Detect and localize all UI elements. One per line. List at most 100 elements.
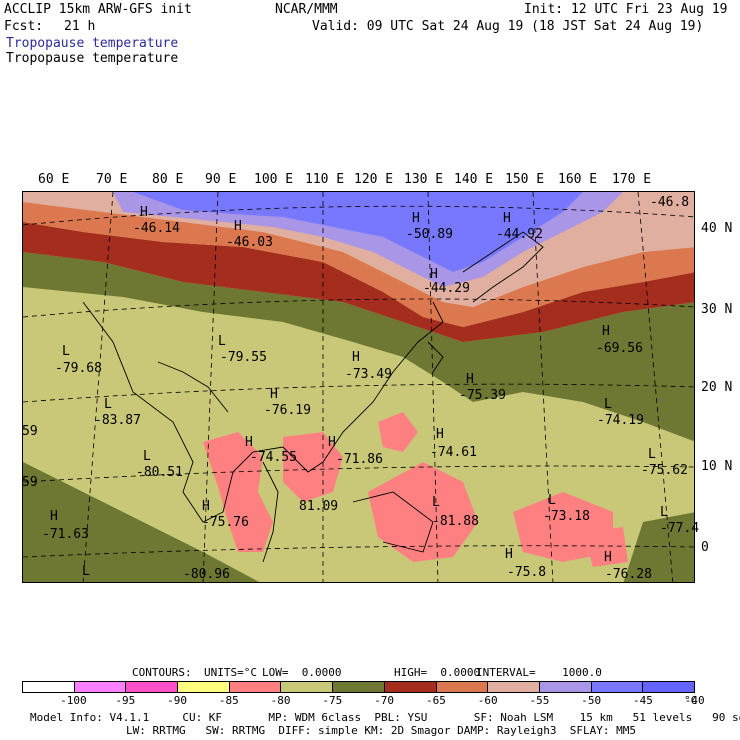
pressure-marker-value: -75.8 [507,565,547,580]
pressure-marker-letter: H [328,435,336,450]
field-title-primary: Tropopause temperature [6,36,179,51]
model-title: ACCLIP 15km ARW-GFS init [4,2,192,17]
color-legend-label: -60 [477,694,498,707]
color-legend-unit: °C [684,694,698,707]
band-70-65 [23,252,694,442]
lon-label: 80 E [152,172,184,187]
pressure-marker-value: -83.87 [94,413,141,428]
pressure-marker-letter: H [234,219,242,234]
pressure-marker-value: -80.96 [183,567,230,582]
pressure-marker-letter: H [270,387,278,402]
contours-interval: INTERVAL= 1000.0 [476,666,602,679]
pressure-marker-value: -76.28 [605,567,652,582]
pressure-marker-value: -75.39 [459,388,506,403]
pressure-marker-letter: H [352,350,360,365]
organization: NCAR/MMM [275,2,338,17]
pressure-marker-letter: H [50,509,58,524]
pressure-marker-value: -44.29 [423,281,470,296]
tropopause-temperature-map [23,192,694,582]
pressure-marker-value: -46.03 [226,235,273,250]
pressure-marker-value: -69.56 [596,341,643,356]
color-legend-swatch [436,682,489,692]
color-legend-swatch [281,682,334,692]
color-legend-swatch [643,682,694,692]
pressure-marker-letter: L [432,495,440,510]
band-45-40 [133,192,583,272]
color-legend-label: -75 [322,694,343,707]
band-60-55 [23,202,694,327]
graticule [23,192,694,582]
lat-label: 0 [701,540,709,555]
pressure-marker-value: -50.89 [406,227,453,242]
pressure-marker-letter: H [604,550,612,565]
pressure-marker-letter: L [548,493,556,508]
color-legend-swatch [333,682,385,692]
color-legend-label: -80 [270,694,291,707]
color-legend-label: -65 [425,694,446,707]
pressure-marker-letter: H [202,499,210,514]
pressure-marker-value: -74.61 [430,445,477,460]
pressure-marker-letter: L [604,397,612,412]
pressure-marker-value: -46.14 [133,221,180,236]
pressure-marker-value: 81.09 [299,499,339,514]
lon-label: 110 E [305,172,345,187]
pressure-marker-letter: L [62,344,70,359]
pressure-marker-value: -80.51 [136,465,183,480]
pressure-marker-value: -77.4 [660,521,700,536]
pressure-marker-letter: L [143,449,151,464]
pressure-marker-letter: L [218,334,226,349]
lat-label: 10 N [701,459,733,474]
pressure-marker-letter: L [82,564,90,579]
color-legend-swatch [591,682,644,692]
color-legend-label: -40 [684,694,705,707]
band-70-65-south [23,462,694,582]
pressure-marker-letter: H [602,324,610,339]
contours-high: HIGH= 0.0000 [394,666,481,679]
pressure-marker-value: -74.19 [597,413,644,428]
lon-label: 90 E [205,172,237,187]
color-legend-swatch [126,682,179,692]
pressure-marker-value: -75.62 [641,463,688,478]
lat-label: 30 N [701,302,733,317]
color-legend-label: -45 [633,694,653,707]
contours-label: CONTOURS: [132,666,192,679]
valid-time: Valid: 09 UTC Sat 24 Aug 19 (18 JST Sat … [312,19,704,34]
pressure-marker-value: 59 [22,475,38,490]
pressure-marker-letter: H [430,267,438,282]
pressure-marker-letter: H [436,427,444,442]
pressure-marker-letter: H [245,435,253,450]
band-65-60 [23,222,694,342]
color-legend-swatch [229,682,282,692]
pressure-marker-value: 59 [22,424,38,439]
pressure-marker-value: -73.49 [345,367,392,382]
color-legend-swatch [539,682,592,692]
lon-label: 140 E [454,172,494,187]
contours-low: LOW= 0.0000 [262,666,342,679]
lon-label: 100 E [254,172,294,187]
color-legend-swatch [488,682,540,692]
pressure-marker-letter: L [660,505,668,520]
lon-label: 130 E [404,172,444,187]
color-legend [22,681,695,693]
lon-label: 70 E [96,172,128,187]
pressure-marker-value: -74.55 [250,450,297,465]
pressure-marker-letter: L [104,397,112,412]
lat-label: 40 N [701,221,733,236]
color-legend-swatch [74,682,127,692]
physics-info-line: LW: RRTMG SW: RRTMG DIFF: simple KM: 2D … [126,724,636,737]
color-legend-label: -95 [115,694,136,707]
pressure-marker-value: -71.86 [336,452,383,467]
pressure-marker-value: -73.18 [543,509,590,524]
color-legend-label: -100 [60,694,87,707]
pressure-marker-value: -79.55 [220,350,267,365]
lat-label: 20 N [701,380,733,395]
pressure-marker-letter: H [412,211,420,226]
band-85-80 [203,412,628,567]
color-legend-label: -55 [529,694,550,707]
pressure-marker-letter: H [503,211,511,226]
lon-label: 160 E [558,172,598,187]
pressure-marker-value: -81.88 [432,514,479,529]
pressure-marker-value: -79.68 [55,361,102,376]
color-legend-swatch [384,682,437,692]
lon-label: 120 E [354,172,394,187]
